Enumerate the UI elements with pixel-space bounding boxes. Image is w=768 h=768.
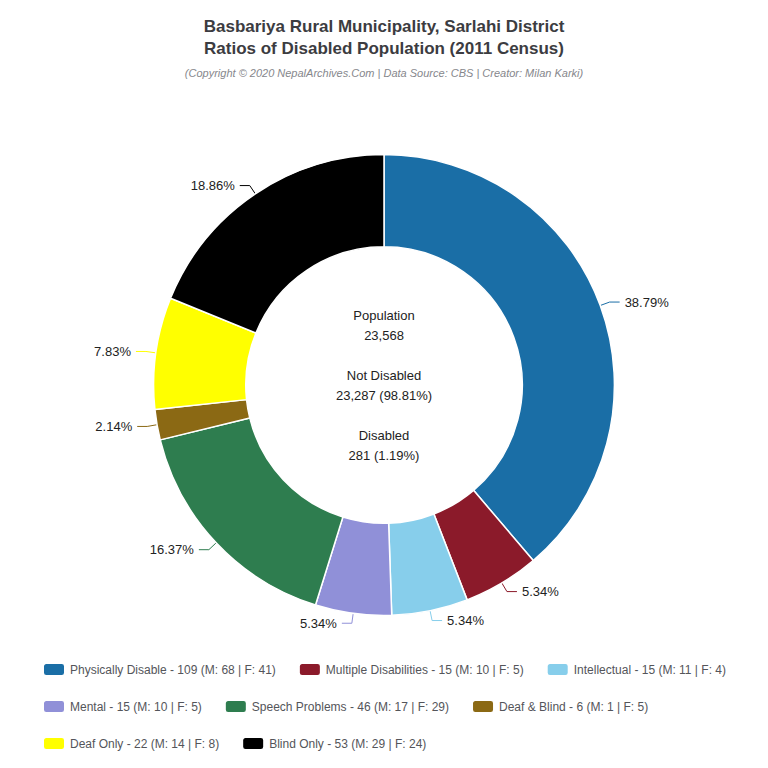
- svg-text:Basbariya Rural Municipality,: Basbariya Rural Municipality, Sarlahi Di…: [204, 17, 565, 36]
- svg-text:Ratios of Disabled Population: Ratios of Disabled Population (2011 Cens…: [204, 39, 564, 58]
- svg-text:Physically Disable - 109 (M: 6: Physically Disable - 109 (M: 68 | F: 41): [70, 663, 276, 677]
- svg-text:Blind Only - 53 (M: 29 | F: 24: Blind Only - 53 (M: 29 | F: 24): [269, 737, 426, 751]
- svg-text:23,287 (98.81%): 23,287 (98.81%): [336, 388, 432, 403]
- svg-text:(Copyright © 2020 NepalArchive: (Copyright © 2020 NepalArchives.Com | Da…: [185, 67, 584, 79]
- svg-text:16.37%: 16.37%: [150, 542, 195, 557]
- svg-text:5.34%: 5.34%: [300, 616, 337, 631]
- svg-text:23,568: 23,568: [364, 328, 404, 343]
- svg-text:Intellectual - 15 (M: 11 | F:: Intellectual - 15 (M: 11 | F: 4): [574, 663, 726, 677]
- svg-text:Disabled: Disabled: [359, 428, 410, 443]
- svg-text:5.34%: 5.34%: [447, 613, 484, 628]
- svg-text:Deaf Only - 22 (M: 14 | F: 8): Deaf Only - 22 (M: 14 | F: 8): [70, 737, 219, 751]
- svg-text:7.83%: 7.83%: [94, 344, 131, 359]
- svg-text:281 (1.19%): 281 (1.19%): [349, 448, 420, 463]
- svg-text:Mental - 15 (M: 10 | F: 5): Mental - 15 (M: 10 | F: 5): [70, 700, 202, 714]
- svg-text:5.34%: 5.34%: [522, 584, 559, 599]
- svg-text:Multiple Disabilities - 15 (M:: Multiple Disabilities - 15 (M: 10 | F: 5…: [326, 663, 524, 677]
- svg-text:Deaf & Blind - 6 (M: 1 | F: 5): Deaf & Blind - 6 (M: 1 | F: 5): [499, 700, 648, 714]
- svg-text:Speech Problems - 46 (M: 17 |: Speech Problems - 46 (M: 17 | F: 29): [252, 700, 449, 714]
- svg-text:Population: Population: [353, 308, 414, 323]
- svg-text:38.79%: 38.79%: [625, 295, 670, 310]
- svg-text:Not Disabled: Not Disabled: [347, 368, 421, 383]
- svg-text:18.86%: 18.86%: [191, 178, 236, 193]
- svg-text:2.14%: 2.14%: [95, 419, 132, 434]
